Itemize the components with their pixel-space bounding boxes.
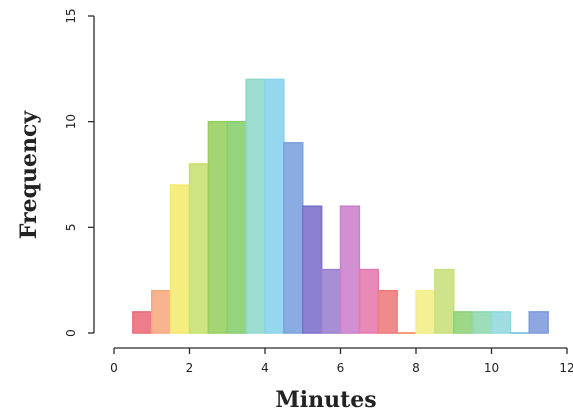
histogram-bar-7 bbox=[245, 78, 266, 334]
histogram-bar-11 bbox=[320, 268, 342, 334]
x-tick-label-10: 10 bbox=[484, 361, 499, 375]
x-tick-label-12: 12 bbox=[559, 361, 573, 375]
x-tick-label-0: 0 bbox=[110, 361, 118, 375]
y-tick-label-0: 0 bbox=[64, 329, 78, 337]
y-tick-label-5: 5 bbox=[64, 224, 78, 232]
x-tick-label-6: 6 bbox=[337, 361, 345, 375]
histogram-bar-10 bbox=[302, 205, 323, 334]
histogram-bar-8 bbox=[264, 78, 285, 334]
histogram-bar-13 bbox=[358, 268, 379, 334]
x-tick-label-2: 2 bbox=[186, 361, 194, 375]
histogram-bar-5 bbox=[207, 120, 228, 334]
x-axis-title: Minutes bbox=[275, 387, 376, 413]
histogram-bar-9 bbox=[283, 142, 304, 334]
histogram-bar-17 bbox=[434, 268, 455, 334]
histogram-bar-12 bbox=[339, 205, 361, 334]
histogram-bar-16 bbox=[415, 289, 436, 334]
y-axis-title: Frequency bbox=[16, 110, 42, 240]
bars-layer bbox=[132, 78, 549, 334]
histogram-bar-14 bbox=[377, 289, 398, 334]
histogram-bar-6 bbox=[226, 120, 247, 334]
histogram-bar-2 bbox=[151, 289, 172, 334]
histogram-bar-4 bbox=[188, 163, 210, 334]
y-tick-label-10: 10 bbox=[64, 114, 78, 129]
histogram-bar-3 bbox=[169, 184, 191, 334]
x-tick-label-4: 4 bbox=[261, 361, 269, 375]
histogram-bar-1 bbox=[132, 311, 153, 334]
histogram-bar-20 bbox=[490, 311, 512, 334]
histogram-bar-18 bbox=[453, 311, 474, 334]
histogram-bar-22 bbox=[528, 311, 549, 334]
histogram-bar-19 bbox=[471, 311, 493, 334]
x-tick-label-8: 8 bbox=[412, 361, 420, 375]
y-tick-label-15: 15 bbox=[64, 8, 78, 23]
axes-layer: 0 2 4 6 8 10 12 0 5 10 15 bbox=[64, 8, 573, 375]
